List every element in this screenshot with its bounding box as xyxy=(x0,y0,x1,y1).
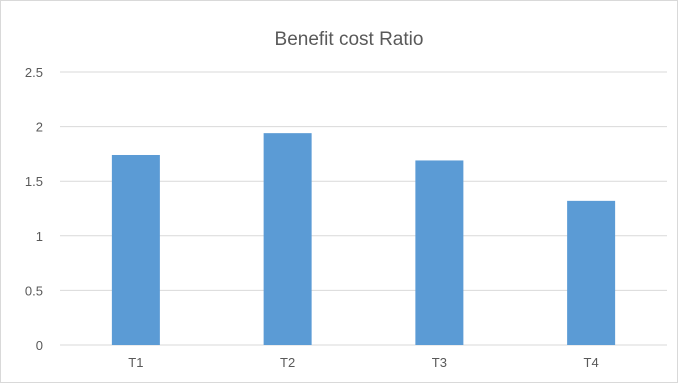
y-tick-label: 0.5 xyxy=(25,283,43,298)
bar-t4 xyxy=(567,200,616,345)
y-tick-label: 1 xyxy=(36,229,43,244)
gridlines xyxy=(60,71,667,346)
bar-t2 xyxy=(263,133,312,345)
x-tick-label: T4 xyxy=(584,355,599,370)
chart-title: Benefit cost Ratio xyxy=(275,29,424,50)
bar-t1 xyxy=(111,154,160,345)
bars xyxy=(111,133,616,345)
y-tick-label: 0 xyxy=(36,338,43,353)
y-tick-label: 1.5 xyxy=(25,174,43,189)
y-tick-label: 2 xyxy=(36,120,43,135)
x-tick-label: T1 xyxy=(128,355,143,370)
x-tick-label: T3 xyxy=(432,355,447,370)
y-tick-label: 2.5 xyxy=(25,65,43,80)
x-axis-ticks: T1 T2 T3 T4 xyxy=(128,355,598,370)
y-axis-ticks: 0 0.5 1 1.5 2 2.5 xyxy=(25,65,43,353)
bar-t3 xyxy=(415,160,464,345)
x-tick-label: T2 xyxy=(280,355,295,370)
